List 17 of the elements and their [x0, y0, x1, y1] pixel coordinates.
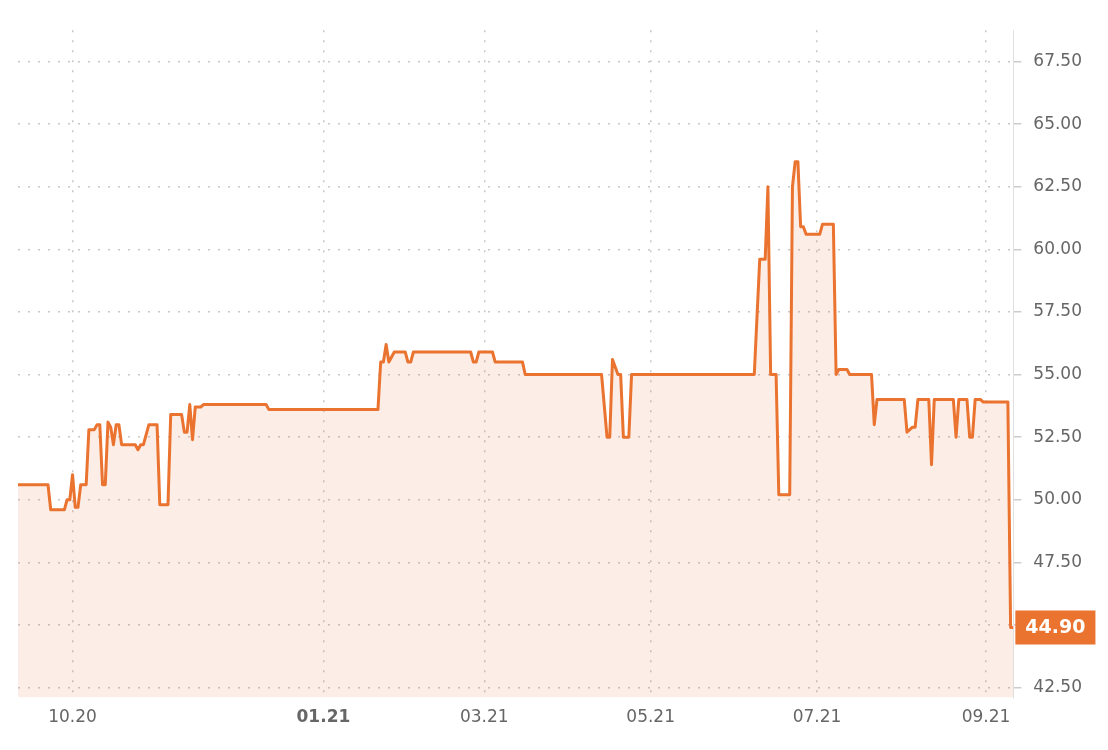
y-tick-label: 57.50: [1033, 300, 1082, 321]
x-tick-label: 09.21: [961, 706, 1011, 727]
y-tick-label: 47.50: [1033, 550, 1082, 571]
x-tick-label: 07.21: [792, 706, 842, 727]
x-tick-label: 05.21: [626, 706, 675, 727]
annotation: 44.90: [1025, 615, 1086, 638]
x-tick-label: 10.20: [48, 706, 97, 727]
x-tick-label: 03.21: [459, 706, 509, 727]
y-tick-label: 42.50: [1033, 676, 1082, 696]
y-tick-label: 67.50: [1033, 49, 1082, 70]
x-tick-label: 01.21: [296, 706, 351, 727]
y-tick-label: 62.50: [1033, 175, 1082, 196]
y-tick-label: 60.00: [1033, 237, 1082, 258]
y-tick-label: 55.00: [1033, 362, 1082, 383]
y-tick-label: 65.00: [1033, 112, 1082, 133]
y-tick-label: 50.00: [1033, 488, 1082, 509]
y-tick-label: 52.50: [1033, 425, 1082, 446]
